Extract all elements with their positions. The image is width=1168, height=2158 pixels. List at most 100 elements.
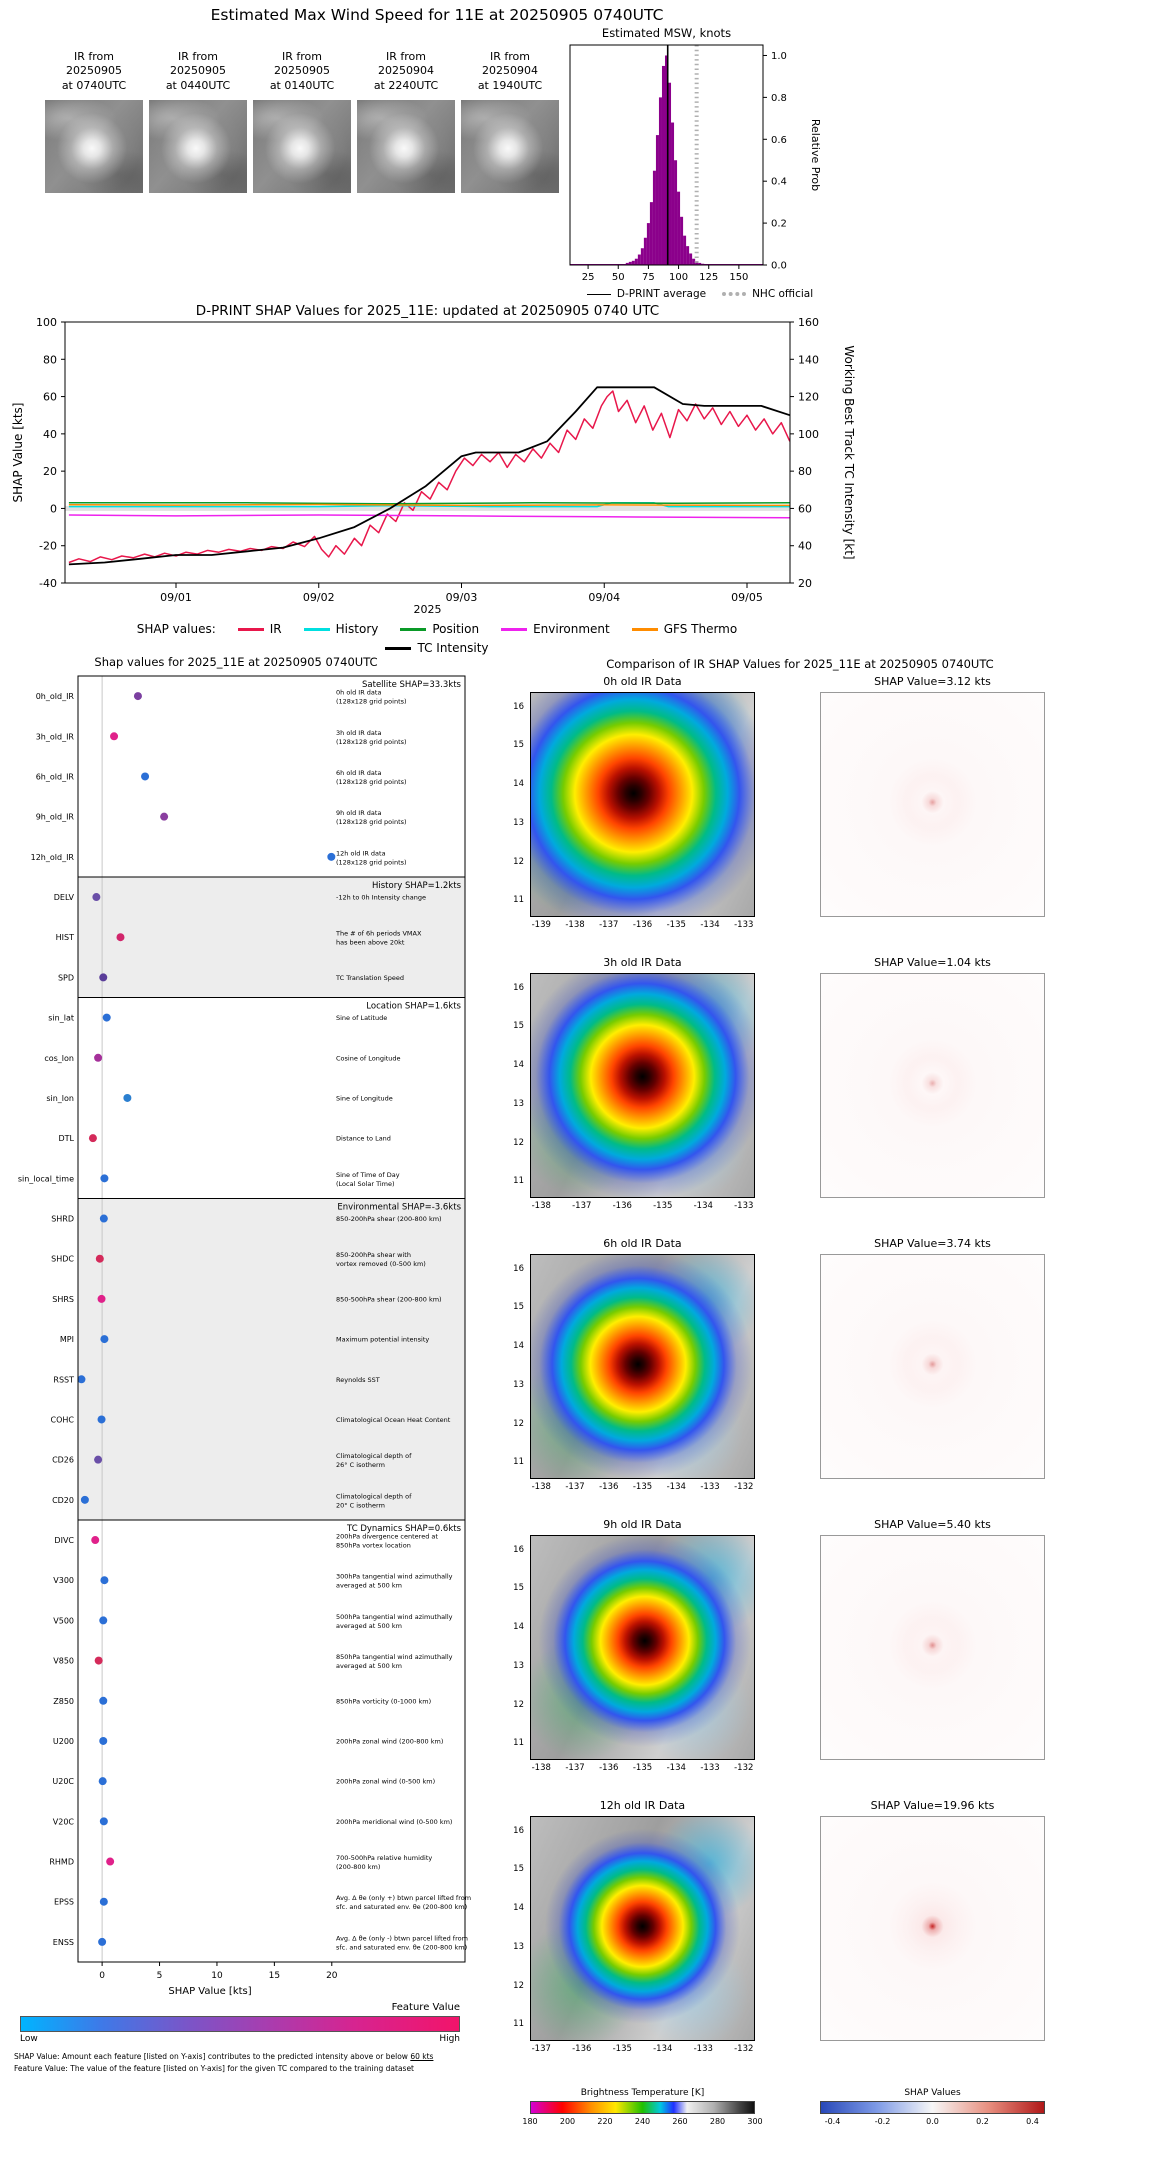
- lat-tick-label: 15: [513, 1583, 524, 1594]
- y-tick-label: 0.0: [771, 261, 787, 272]
- lat-tick-label: 13: [513, 1379, 524, 1390]
- lon-tick-label: -134: [666, 1482, 686, 1492]
- feature-value-high-label: High: [439, 2034, 460, 2044]
- lon-tick-label: -133: [693, 2044, 713, 2054]
- shap-value-image: [820, 1254, 1045, 1479]
- lat-tick-label: 16: [513, 1263, 524, 1274]
- feature-description: Climatological Ocean Heat Content: [336, 1416, 451, 1424]
- x-tick-label: 100: [669, 272, 688, 283]
- group-label: Location SHAP=1.6kts: [366, 1002, 461, 1012]
- feature-label: MPI: [60, 1335, 74, 1344]
- shap-dot-V300: [100, 1576, 109, 1585]
- feature-description: 850hPa vortex location: [336, 1542, 411, 1550]
- feature-description: averaged at 500 km: [336, 1622, 402, 1630]
- feature-label: DTL: [58, 1134, 74, 1143]
- legend-item-environment: Environment: [501, 620, 610, 639]
- feature-label: V500: [53, 1616, 74, 1625]
- shap-tick-label: -0.4: [824, 2117, 841, 2126]
- group-label: Environmental SHAP=-3.6kts: [337, 1202, 461, 1212]
- left-y-tick-label: 60: [43, 391, 57, 404]
- bt-colorbar-label: Brightness Temperature [K]: [580, 2088, 705, 2098]
- lon-tick-label: -139: [531, 920, 551, 930]
- lon-tick-label: -133: [700, 1482, 720, 1492]
- feature-description: Avg. Δ θe (only -) btwn parcel lifted fr…: [336, 1934, 468, 1942]
- right-y-tick-label: 140: [798, 353, 819, 366]
- lon-tick-label: -138: [531, 1201, 551, 1211]
- shap-colorbar: [820, 2101, 1045, 2114]
- histogram-bar: [683, 235, 687, 265]
- feature-value-colorbar: [20, 2016, 460, 2032]
- lon-tick-label: -132: [734, 1482, 754, 1492]
- ir-thumbnail-label-line: 20250905: [66, 64, 122, 78]
- ir-thumbnail: IR from 20250904 at 2240UTC: [357, 50, 455, 193]
- ir-thumbnail-label-line: at 1940UTC: [477, 78, 543, 92]
- shap-value-image: [820, 973, 1045, 1198]
- lon-tick-label: -137: [565, 1763, 585, 1773]
- ir-satellite-image: [253, 99, 351, 193]
- shap-dot-SPD: [99, 973, 108, 982]
- feature-label: 9h_old_IR: [36, 813, 75, 822]
- shap-dot-DELV: [92, 893, 101, 902]
- histogram-bar: [658, 97, 662, 265]
- shap-dotplot-chart: Satellite SHAP=33.3kts 0h_old_IR 0h old IR…: [18, 675, 471, 1981]
- ir-thumbnail-label-line: at 0440UTC: [165, 78, 231, 92]
- lon-tick-label: -133: [700, 1763, 720, 1773]
- timeseries-legend: SHAP values: IR History Position Environment…: [0, 620, 874, 658]
- bt-colorbar-ticks: 180 200 220 240 260 280 300: [522, 2117, 762, 2129]
- lon-tick-label: -135: [632, 1763, 653, 1773]
- feature-description: Sine of Longitude: [336, 1094, 393, 1102]
- shap-panel-title: SHAP Value=5.40 kts: [874, 1518, 991, 1531]
- feature-label: RSST: [53, 1375, 74, 1384]
- x-tick-label: 25: [582, 272, 595, 283]
- lat-tick-label: 14: [513, 1622, 524, 1633]
- shap-dot-0h_old_IR: [133, 692, 142, 701]
- ir-thumbnail: IR from 20250905 at 0140UTC: [253, 50, 351, 193]
- shap-panel-title: SHAP Value=19.96 kts: [870, 1799, 995, 1812]
- legend-label: IR: [269, 622, 282, 636]
- feature-label: SHDC: [51, 1255, 74, 1264]
- timeseries-legend-row-1: SHAP values: IR History Position Environment…: [0, 620, 874, 639]
- histogram-legend: D-PRINT average NHC official: [535, 288, 865, 300]
- feature-description: Reynolds SST: [336, 1376, 380, 1384]
- series-ir: [68, 390, 791, 564]
- ir-panel-title: 12h old IR Data: [599, 1799, 686, 1812]
- feature-description: 200hPa meridional wind (0-500 km): [336, 1818, 452, 1826]
- shap-dot-V850: [94, 1656, 103, 1665]
- legend-label: D-PRINT average: [616, 288, 707, 300]
- lat-tick-label: 15: [513, 1021, 524, 1032]
- lat-tick-label: 12: [513, 1418, 524, 1429]
- lat-tick-label: 13: [513, 1941, 524, 1952]
- feature-description: Distance to Land: [336, 1135, 391, 1143]
- feature-label: V300: [53, 1576, 74, 1585]
- bt-tick-label: 240: [634, 2117, 651, 2126]
- histogram-bar: [668, 82, 672, 265]
- lon-tick-label: -136: [599, 1482, 619, 1492]
- feature-description: Sine of Time of Day: [336, 1171, 400, 1179]
- ir-satellite-image: [149, 99, 247, 193]
- feature-label: sin_lat: [48, 1014, 74, 1023]
- feature-label: U20C: [52, 1777, 74, 1786]
- x-tick-label: 09/05: [731, 591, 763, 604]
- legend-swatch: [400, 628, 427, 631]
- dotplot-title: Shap values for 2025_11E at 20250905 074…: [94, 655, 378, 669]
- lat-tick-label: 14: [513, 1060, 524, 1071]
- lon-tick-label: -134: [693, 1201, 713, 1211]
- lat-tick-label: 15: [513, 740, 524, 751]
- shap-dot-V500: [99, 1616, 108, 1625]
- feature-description: (Local Solar Time): [336, 1180, 395, 1188]
- x-tick-label: 10: [211, 1971, 223, 1981]
- shap-dot-3h_old_IR: [110, 732, 119, 741]
- ir-thumbnail-label-line: IR from: [490, 50, 530, 63]
- right-y-tick-label: 60: [798, 502, 812, 515]
- shap-tick-label: 0.0: [926, 2117, 939, 2126]
- legend-item-position: Position: [400, 620, 479, 639]
- shap-dot-U200: [99, 1736, 108, 1745]
- feature-label: CD20: [52, 1496, 74, 1505]
- group-shading: [78, 876, 465, 998]
- ir-thumbnail-label-line: at 0740UTC: [61, 78, 127, 92]
- feature-description: 26° C isotherm: [336, 1461, 385, 1469]
- lon-tick-label: -137: [572, 1201, 592, 1211]
- group-shading: [78, 1198, 465, 1520]
- lon-tick-label: -132: [734, 2044, 754, 2054]
- lon-tick-label: -136: [572, 2044, 592, 2054]
